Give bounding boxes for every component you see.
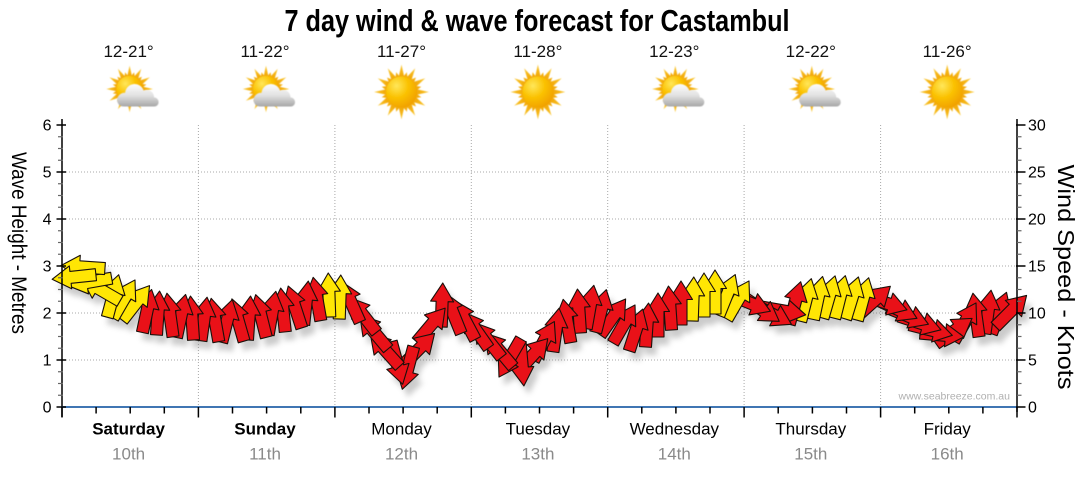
svg-text:13th: 13th — [521, 445, 554, 464]
svg-text:Wednesday: Wednesday — [630, 420, 720, 439]
svg-text:15th: 15th — [794, 445, 827, 464]
svg-text:11-28°: 11-28° — [513, 42, 562, 61]
svg-text:0: 0 — [1028, 399, 1037, 416]
svg-text:Wind Speed - Knots: Wind Speed - Knots — [1053, 165, 1079, 390]
svg-text:5: 5 — [1028, 352, 1037, 369]
svg-text:11-27°: 11-27° — [377, 42, 426, 61]
svg-text:15: 15 — [1028, 258, 1046, 275]
svg-text:5: 5 — [43, 165, 52, 182]
svg-text:11th: 11th — [249, 445, 281, 464]
svg-text:7 day wind & wave forecast for: 7 day wind & wave forecast for Castambul — [285, 3, 790, 38]
svg-text:Thursday: Thursday — [775, 420, 846, 439]
svg-text:www.seabreeze.com.au: www.seabreeze.com.au — [898, 391, 1011, 403]
svg-text:6: 6 — [43, 118, 52, 135]
svg-text:4: 4 — [43, 212, 52, 229]
svg-text:11-26°: 11-26° — [923, 42, 972, 61]
svg-text:12-23°: 12-23° — [649, 42, 699, 61]
svg-text:12th: 12th — [385, 445, 418, 464]
svg-text:Saturday: Saturday — [92, 420, 165, 439]
svg-text:12-21°: 12-21° — [103, 42, 153, 61]
svg-text:Tuesday: Tuesday — [506, 420, 571, 439]
svg-text:16th: 16th — [931, 445, 964, 464]
svg-text:Friday: Friday — [924, 420, 972, 439]
svg-text:25: 25 — [1028, 164, 1046, 181]
svg-text:3: 3 — [43, 259, 52, 276]
svg-text:Wave Height - Metres: Wave Height - Metres — [7, 152, 30, 334]
svg-text:30: 30 — [1028, 117, 1046, 134]
svg-text:10th: 10th — [112, 445, 145, 464]
svg-text:11-22°: 11-22° — [240, 42, 289, 61]
svg-text:Sunday: Sunday — [234, 420, 296, 439]
svg-text:Monday: Monday — [371, 420, 432, 439]
svg-text:0: 0 — [43, 400, 52, 417]
svg-text:1: 1 — [43, 353, 52, 370]
svg-text:2: 2 — [43, 306, 52, 323]
svg-text:10: 10 — [1028, 305, 1046, 322]
svg-text:20: 20 — [1028, 211, 1046, 228]
svg-text:14th: 14th — [658, 445, 691, 464]
svg-text:12-22°: 12-22° — [786, 42, 836, 61]
